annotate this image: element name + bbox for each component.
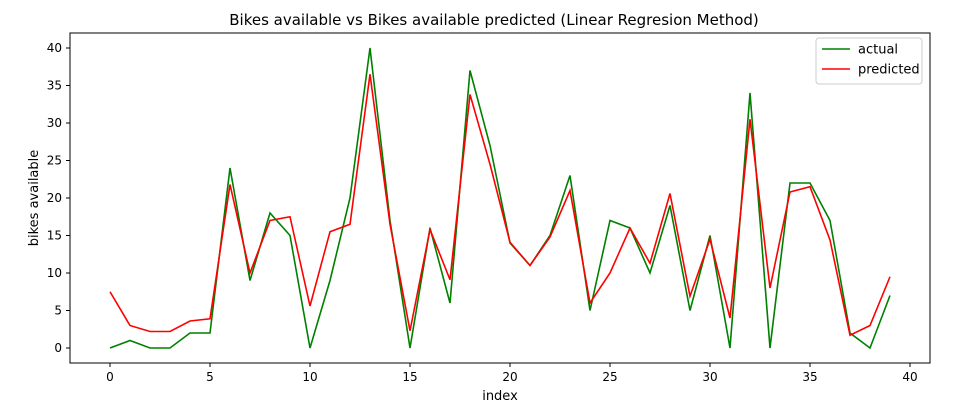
y-tick-label: 35 — [47, 79, 62, 93]
legend-label-predicted: predicted — [858, 63, 920, 78]
y-axis-title: bikes available — [27, 150, 42, 247]
x-tick-label: 10 — [302, 370, 317, 384]
x-tick-label: 35 — [802, 370, 817, 384]
x-tick-label: 15 — [402, 370, 417, 384]
series-line-predicted — [109, 74, 891, 337]
x-tick-label: 5 — [206, 370, 214, 384]
y-tick-label: 25 — [47, 154, 62, 168]
x-tick-label: 20 — [502, 370, 517, 384]
y-tick-label: 10 — [47, 266, 62, 280]
series-line-actual — [109, 47, 891, 350]
y-tick-label: 40 — [47, 41, 62, 55]
x-tick-label: 40 — [902, 370, 917, 384]
x-axis-title: index — [482, 389, 518, 404]
y-tick-label: 5 — [54, 304, 62, 318]
plot-frame — [69, 32, 931, 364]
legend: actual predicted — [815, 37, 923, 85]
y-tick-label: 15 — [47, 229, 62, 243]
y-tick-label: 30 — [47, 116, 62, 130]
plot-area: 0 5 10 15 20 25 30 35 40 0 5 10 15 20 25 30 35 40 — [47, 41, 918, 384]
y-tick-label: 0 — [54, 341, 62, 355]
legend-label-actual: actual — [858, 43, 898, 58]
x-tick-label: 0 — [106, 370, 114, 384]
x-tick-label: 25 — [602, 370, 617, 384]
chart-title: Bikes available vs Bikes available predi… — [229, 11, 759, 29]
y-tick-label: 20 — [47, 191, 62, 205]
x-tick-label: 30 — [702, 370, 717, 384]
